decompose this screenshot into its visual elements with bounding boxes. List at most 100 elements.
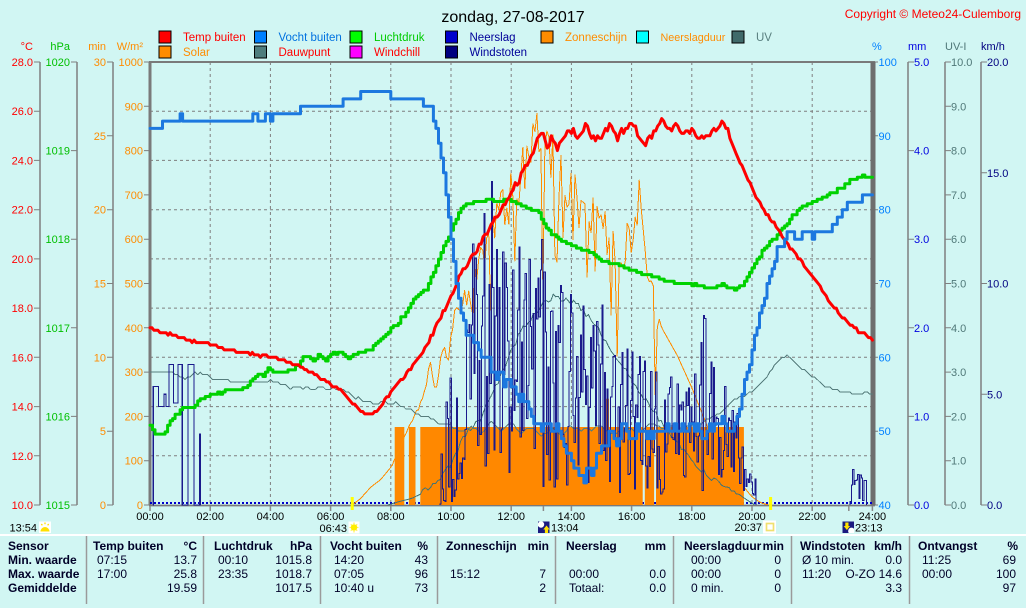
svg-text:1015: 1015 — [46, 500, 70, 512]
svg-text:hPa: hPa — [290, 539, 312, 553]
svg-text:400: 400 — [125, 323, 143, 335]
svg-text:Windstoten: Windstoten — [470, 47, 528, 59]
svg-text:50: 50 — [879, 426, 891, 438]
svg-text:80: 80 — [879, 205, 891, 217]
svg-text:W/m²: W/m² — [117, 41, 144, 53]
svg-text:15.0: 15.0 — [987, 168, 1008, 180]
svg-text:1018: 1018 — [46, 234, 70, 246]
svg-text:°C: °C — [21, 41, 33, 53]
svg-text:0.0: 0.0 — [987, 500, 1002, 512]
svg-text:min: min — [763, 539, 784, 553]
svg-text:1.0: 1.0 — [914, 411, 929, 423]
svg-text:1019: 1019 — [46, 146, 70, 158]
svg-text:70: 70 — [879, 279, 891, 291]
svg-text:9.0: 9.0 — [951, 101, 966, 113]
svg-text:43: 43 — [415, 553, 429, 567]
svg-text:5.0: 5.0 — [951, 279, 966, 291]
svg-text:Vocht buiten: Vocht buiten — [330, 539, 402, 553]
svg-text:900: 900 — [125, 101, 143, 113]
svg-text:12:00: 12:00 — [497, 511, 525, 523]
svg-text:Zonneschijn: Zonneschijn — [565, 32, 627, 44]
svg-text:Neerslag: Neerslag — [470, 32, 516, 44]
svg-text:0.0: 0.0 — [914, 500, 929, 512]
svg-text:20.0: 20.0 — [987, 57, 1008, 69]
svg-text:10.0: 10.0 — [987, 279, 1008, 291]
svg-text:3.0: 3.0 — [914, 234, 929, 246]
svg-text:16:00: 16:00 — [618, 511, 646, 523]
svg-text:20.0: 20.0 — [12, 254, 33, 266]
svg-text:12.0: 12.0 — [12, 451, 33, 463]
svg-text:Neerslag: Neerslag — [566, 539, 617, 553]
svg-text:0: 0 — [774, 581, 781, 595]
svg-text:11:20: 11:20 — [802, 567, 831, 581]
svg-text:08:00: 08:00 — [377, 511, 405, 523]
svg-text:Zonneschijn: Zonneschijn — [446, 539, 517, 553]
svg-text:40: 40 — [879, 500, 891, 512]
svg-text:10.0: 10.0 — [12, 500, 33, 512]
svg-text:Temp buiten: Temp buiten — [183, 32, 246, 44]
svg-text:Neerslagduur: Neerslagduur — [661, 32, 726, 44]
svg-text:96: 96 — [415, 567, 429, 581]
svg-text:00:00: 00:00 — [691, 553, 721, 567]
svg-text:00:00: 00:00 — [569, 567, 599, 581]
svg-text:20:37: 20:37 — [734, 522, 762, 534]
svg-text:500: 500 — [125, 279, 143, 291]
svg-text:2.0: 2.0 — [914, 323, 929, 335]
svg-text:14:20: 14:20 — [334, 553, 364, 567]
svg-text:5: 5 — [100, 426, 106, 438]
svg-text:14.0: 14.0 — [12, 402, 33, 414]
svg-text:24.0: 24.0 — [12, 155, 33, 167]
svg-text:hPa: hPa — [50, 41, 70, 53]
svg-text:Copyright © Meteo24-Culemborg: Copyright © Meteo24-Culemborg — [845, 7, 1021, 21]
svg-text:800: 800 — [125, 146, 143, 158]
svg-text:24:00: 24:00 — [859, 511, 887, 523]
svg-text:Windstoten: Windstoten — [800, 539, 865, 553]
svg-text:600: 600 — [125, 234, 143, 246]
svg-text:13.7: 13.7 — [174, 553, 198, 567]
svg-text:13:04: 13:04 — [551, 523, 579, 535]
svg-text:2: 2 — [539, 581, 546, 595]
svg-text:6.0: 6.0 — [951, 234, 966, 246]
svg-text:5.0: 5.0 — [987, 389, 1002, 401]
svg-text:Max. waarde: Max. waarde — [8, 567, 80, 581]
svg-text:5.0: 5.0 — [914, 57, 929, 69]
svg-text:0: 0 — [137, 500, 143, 512]
svg-text:200: 200 — [125, 411, 143, 423]
svg-text:30: 30 — [94, 57, 106, 69]
svg-text:00:00: 00:00 — [691, 567, 721, 581]
svg-text:07:05: 07:05 — [334, 567, 364, 581]
svg-text:0: 0 — [774, 553, 781, 567]
svg-text:1.0: 1.0 — [951, 456, 966, 468]
svg-text:1017: 1017 — [46, 323, 70, 335]
svg-text:1016: 1016 — [46, 411, 70, 423]
svg-text:Dauwpunt: Dauwpunt — [279, 47, 332, 59]
svg-text:23:35: 23:35 — [218, 567, 248, 581]
svg-text:10:00: 10:00 — [437, 511, 465, 523]
svg-text:69: 69 — [1003, 553, 1017, 567]
svg-text:1015.8: 1015.8 — [275, 553, 312, 567]
svg-text:19.59: 19.59 — [167, 581, 197, 595]
svg-text:25.8: 25.8 — [174, 567, 198, 581]
svg-text:7.0: 7.0 — [951, 190, 966, 202]
svg-text:Min. waarde: Min. waarde — [8, 553, 77, 567]
svg-text:1000: 1000 — [119, 57, 143, 69]
svg-text:Luchtdruk: Luchtdruk — [374, 32, 425, 44]
svg-text:97: 97 — [1003, 581, 1017, 595]
svg-text:1017.5: 1017.5 — [275, 581, 312, 595]
svg-text:mm: mm — [908, 41, 926, 53]
svg-text:28.0: 28.0 — [12, 57, 33, 69]
svg-text:06:00: 06:00 — [317, 511, 345, 523]
svg-text:Luchtdruk: Luchtdruk — [214, 539, 273, 553]
svg-text:3.3: 3.3 — [885, 581, 902, 595]
svg-text:13:54: 13:54 — [9, 523, 37, 535]
svg-text:min: min — [528, 539, 549, 553]
svg-text:11:25: 11:25 — [922, 553, 951, 567]
svg-text:700: 700 — [125, 190, 143, 202]
svg-text:°C: °C — [184, 539, 198, 553]
svg-text:17:00: 17:00 — [97, 567, 127, 581]
svg-text:20:00: 20:00 — [738, 511, 766, 523]
svg-text:100: 100 — [996, 567, 1016, 581]
svg-text:20: 20 — [94, 205, 106, 217]
svg-text:Gemiddelde: Gemiddelde — [8, 581, 77, 595]
svg-text:15: 15 — [94, 279, 106, 291]
